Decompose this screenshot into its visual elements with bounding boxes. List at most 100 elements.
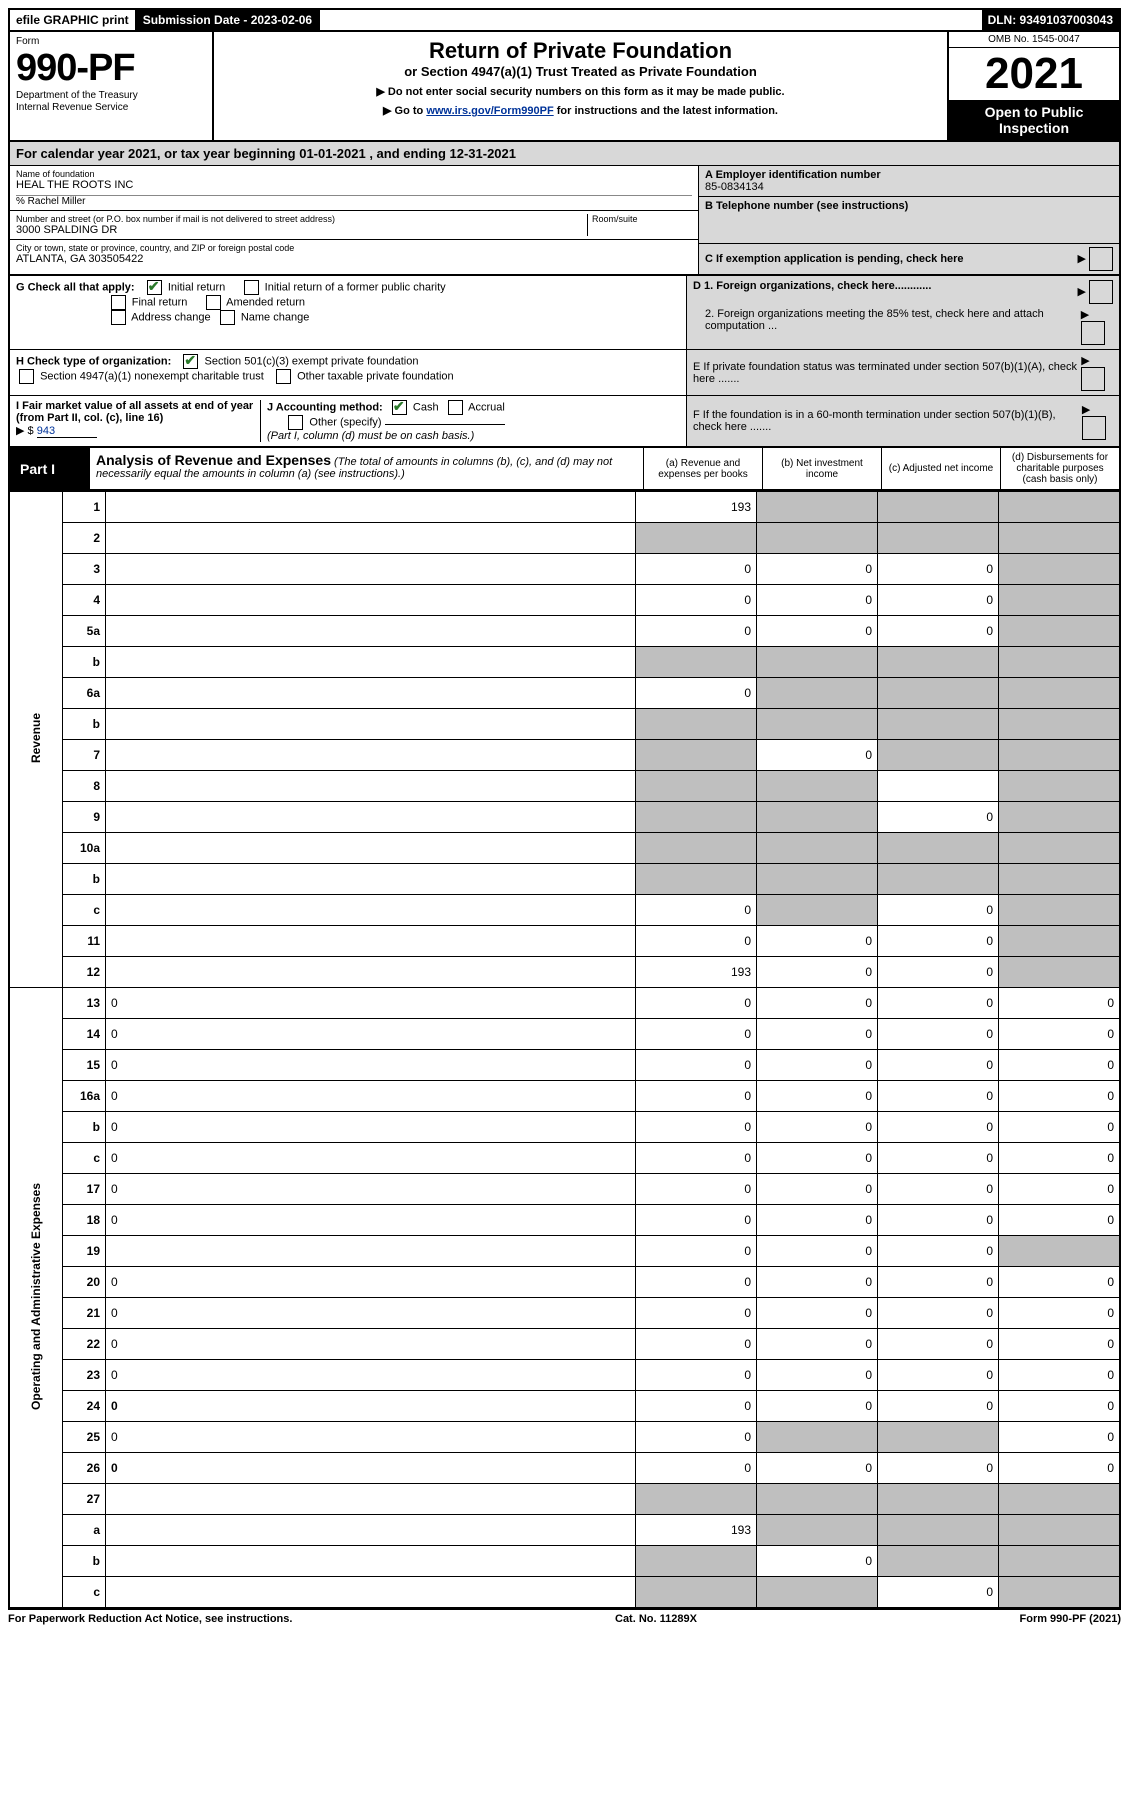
cell-a — [636, 523, 757, 554]
line-number: 17 — [63, 1174, 106, 1205]
line-description — [106, 740, 636, 771]
cell-c — [878, 1422, 999, 1453]
cell-c — [878, 1484, 999, 1515]
cell-a — [636, 833, 757, 864]
cell-a: 0 — [636, 585, 757, 616]
line-number: 11 — [63, 926, 106, 957]
d2-checkbox[interactable] — [1081, 321, 1105, 345]
cell-d — [999, 616, 1121, 647]
c-checkbox[interactable] — [1089, 247, 1113, 271]
cash-checkbox[interactable] — [392, 400, 407, 415]
line-number: 6a — [63, 678, 106, 709]
line-description — [106, 678, 636, 709]
cell-a: 0 — [636, 1019, 757, 1050]
cell-c — [878, 709, 999, 740]
f-checkbox[interactable] — [1082, 416, 1106, 440]
amended-return-checkbox[interactable] — [206, 295, 221, 310]
e-checkbox[interactable] — [1081, 367, 1105, 391]
cell-c: 0 — [878, 1236, 999, 1267]
line-description: 0 — [106, 1329, 636, 1360]
cell-c: 0 — [878, 802, 999, 833]
exemption-pending-cell: C If exemption application is pending, c… — [699, 244, 1119, 274]
part1-description: Analysis of Revenue and Expenses (The to… — [90, 448, 643, 489]
line-description: 0 — [106, 1019, 636, 1050]
cell-b — [757, 1515, 878, 1546]
cell-c: 0 — [878, 1298, 999, 1329]
line-number: 4 — [63, 585, 106, 616]
form-id-footer: Form 990-PF (2021) — [1020, 1613, 1121, 1625]
line-number: 19 — [63, 1236, 106, 1267]
omb-number: OMB No. 1545-0047 — [949, 32, 1119, 48]
cell-b: 0 — [757, 926, 878, 957]
form-word: Form — [16, 36, 206, 47]
cell-a: 0 — [636, 1112, 757, 1143]
line-description — [106, 864, 636, 895]
cell-d: 0 — [999, 1019, 1121, 1050]
d1-checkbox[interactable] — [1089, 280, 1113, 304]
cell-a — [636, 740, 757, 771]
cell-b: 0 — [757, 1360, 878, 1391]
address-change-checkbox[interactable] — [111, 310, 126, 325]
initial-return-checkbox[interactable] — [147, 280, 162, 295]
cell-b: 0 — [757, 1205, 878, 1236]
final-return-checkbox[interactable] — [111, 295, 126, 310]
cell-b: 0 — [757, 957, 878, 988]
other-taxable-checkbox[interactable] — [276, 369, 291, 384]
cell-a: 0 — [636, 988, 757, 1019]
cell-c: 0 — [878, 1205, 999, 1236]
cell-b: 0 — [757, 1546, 878, 1577]
cell-d: 0 — [999, 1081, 1121, 1112]
cell-c: 0 — [878, 1391, 999, 1422]
cell-a: 193 — [636, 1515, 757, 1546]
cell-b: 0 — [757, 740, 878, 771]
care-of: % Rachel Miller — [16, 195, 692, 207]
cell-a — [636, 771, 757, 802]
cell-b — [757, 523, 878, 554]
cell-d — [999, 1236, 1121, 1267]
cell-a: 0 — [636, 1329, 757, 1360]
line-number: 2 — [63, 523, 106, 554]
cell-b — [757, 647, 878, 678]
ein-value: 85-0834134 — [705, 181, 1113, 193]
cell-d: 0 — [999, 1360, 1121, 1391]
section-ij-f: I Fair market value of all assets at end… — [8, 396, 1121, 448]
name-change-checkbox[interactable] — [220, 310, 235, 325]
part1-label: Part I — [10, 448, 90, 489]
cell-d: 0 — [999, 1298, 1121, 1329]
cell-a: 0 — [636, 926, 757, 957]
line-description: 0 — [106, 1112, 636, 1143]
cell-d — [999, 740, 1121, 771]
cell-a: 193 — [636, 957, 757, 988]
cell-c: 0 — [878, 554, 999, 585]
cell-d — [999, 926, 1121, 957]
cell-d — [999, 678, 1121, 709]
line-description — [106, 895, 636, 926]
501c3-checkbox[interactable] — [183, 354, 198, 369]
line-number: b — [63, 1546, 106, 1577]
cell-a: 193 — [636, 492, 757, 523]
initial-former-checkbox[interactable] — [244, 280, 259, 295]
cell-b: 0 — [757, 1050, 878, 1081]
i-j-section: I Fair market value of all assets at end… — [10, 396, 686, 446]
line-description — [106, 616, 636, 647]
accrual-checkbox[interactable] — [448, 400, 463, 415]
cell-b — [757, 1484, 878, 1515]
phone-cell: B Telephone number (see instructions) — [699, 197, 1119, 244]
line-number: 9 — [63, 802, 106, 833]
cell-c: 0 — [878, 1267, 999, 1298]
line-number: 5a — [63, 616, 106, 647]
line-number: b — [63, 647, 106, 678]
cell-b — [757, 802, 878, 833]
cell-d: 0 — [999, 1267, 1121, 1298]
cell-b: 0 — [757, 1391, 878, 1422]
cell-b: 0 — [757, 1112, 878, 1143]
cell-d: 0 — [999, 1391, 1121, 1422]
other-method-checkbox[interactable] — [288, 415, 303, 430]
cell-c: 0 — [878, 1577, 999, 1609]
part1-table: Revenue11932300040005a000b6a0b7089010abc… — [8, 491, 1121, 1609]
line-number: 13 — [63, 988, 106, 1019]
form990pf-link[interactable]: www.irs.gov/Form990PF — [426, 105, 553, 117]
cell-a — [636, 1577, 757, 1609]
4947a1-checkbox[interactable] — [19, 369, 34, 384]
cell-d: 0 — [999, 988, 1121, 1019]
